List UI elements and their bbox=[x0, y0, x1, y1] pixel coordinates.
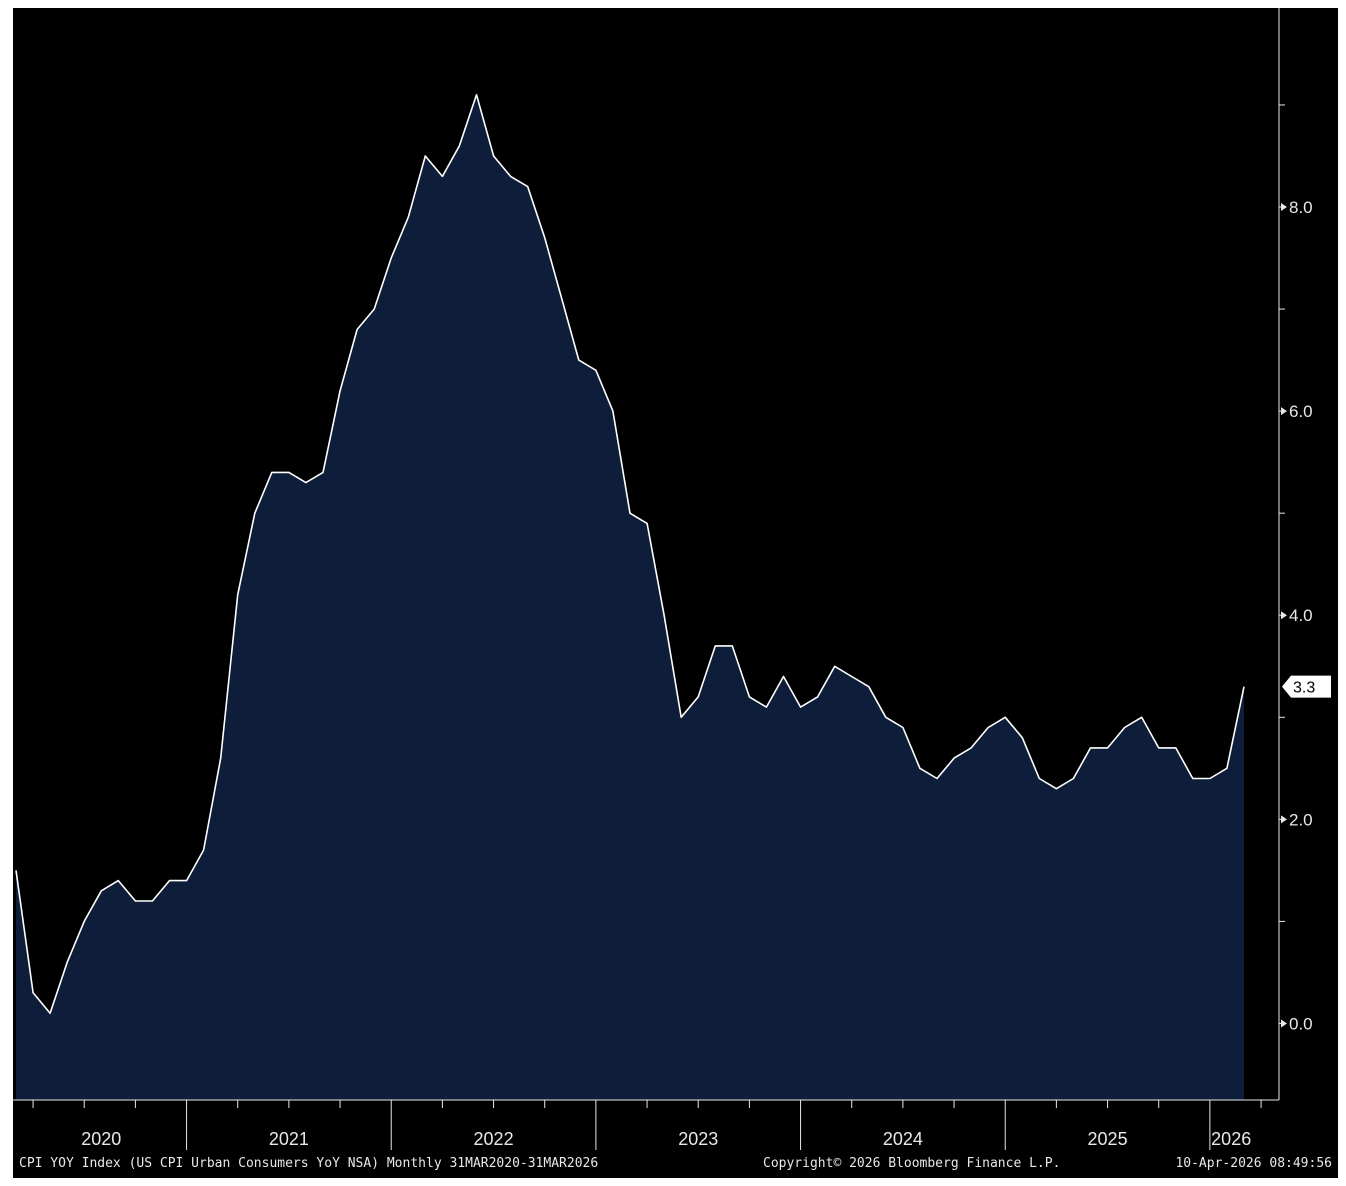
x-year-label: 2024 bbox=[883, 1129, 923, 1149]
y-tick-label: 4.0 bbox=[1289, 606, 1313, 625]
copyright-notice: Copyright© 2026 Bloomberg Finance L.P. bbox=[763, 1156, 1061, 1171]
y-tick-arrow bbox=[1281, 815, 1287, 824]
series-description: CPI YOY Index (US CPI Urban Consumers Yo… bbox=[19, 1156, 599, 1171]
y-tick-label: 8.0 bbox=[1289, 198, 1313, 217]
last-value-box bbox=[1282, 675, 1331, 698]
x-year-label: 2023 bbox=[678, 1129, 718, 1149]
series-area bbox=[16, 94, 1244, 1100]
y-tick-arrow bbox=[1281, 611, 1287, 620]
x-year-label: 2020 bbox=[81, 1129, 121, 1149]
y-tick-label: 0.0 bbox=[1289, 1014, 1313, 1033]
x-year-label: 2022 bbox=[474, 1129, 514, 1149]
series-line bbox=[15, 93, 1245, 1015]
y-tick-label: 2.0 bbox=[1289, 810, 1313, 829]
y-tick-arrow bbox=[1281, 1019, 1287, 1028]
y-tick-label: 6.0 bbox=[1289, 402, 1313, 421]
y-tick-arrow bbox=[1281, 407, 1287, 416]
last-value-label: 3.3 bbox=[1293, 680, 1315, 697]
x-year-label: 2025 bbox=[1088, 1129, 1128, 1149]
timestamp: 10-Apr-2026 08:49:56 bbox=[1175, 1156, 1332, 1171]
x-year-label: 2021 bbox=[269, 1129, 309, 1149]
chart-panel: 0.0 2.0 4.0 6.0 8.0 3.3 2020 2021 2022 2023 2024 20… bbox=[13, 8, 1338, 1178]
y-tick-arrow bbox=[1281, 203, 1287, 212]
x-year-label: 2026 bbox=[1211, 1129, 1251, 1149]
cpi-yoy-chart: 0.0 2.0 4.0 6.0 8.0 3.3 2020 2021 2022 2023 2024 20… bbox=[13, 8, 1331, 1150]
